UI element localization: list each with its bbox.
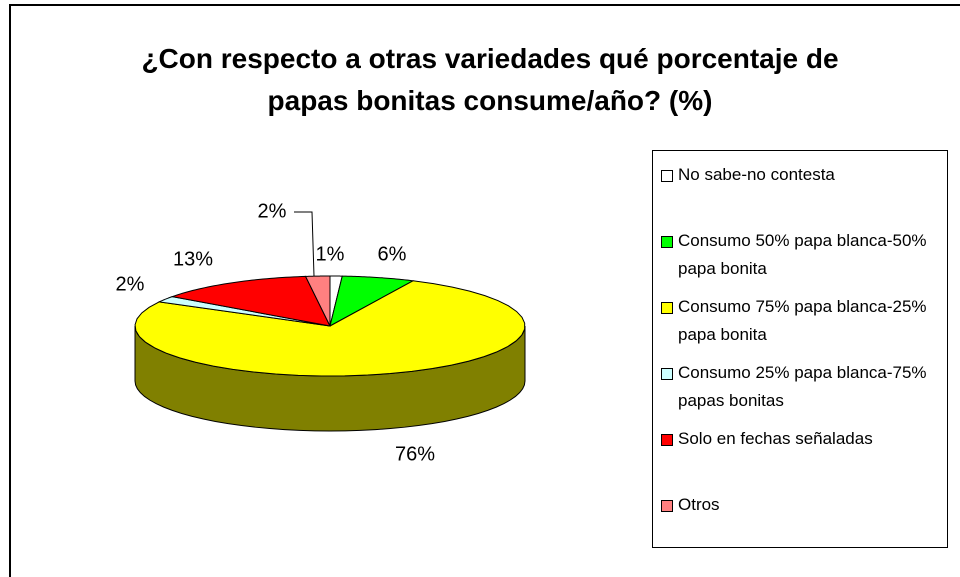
legend-label: No sabe-no contesta <box>678 165 835 184</box>
legend-item: Consumo 75% papa blanca-25% papa bonita <box>661 293 939 359</box>
pie-slice <box>157 296 331 327</box>
legend-swatch <box>661 368 673 380</box>
legend-label: Solo en fechas señaladas <box>678 429 873 448</box>
legend-item: Consumo 25% papa blanca-75% papas bonita… <box>661 359 939 425</box>
pie-slice <box>170 275 331 327</box>
chart-title: ¿Con respecto a otras variedades qué por… <box>141 43 839 116</box>
data-label: 6% <box>378 243 407 265</box>
data-label: 13% <box>173 248 213 270</box>
legend-item: Otros <box>661 491 939 557</box>
data-label: 2% <box>116 273 145 295</box>
legend-swatch <box>661 434 673 446</box>
legend-label: Consumo 25% papa blanca-75% papas bonita… <box>678 363 927 410</box>
legend-item: Consumo 50% papa blanca-50% papa bonita <box>661 227 939 293</box>
legend: No sabe-no contesta Consumo 50% papa blan… <box>652 150 948 548</box>
data-label: 1% <box>316 243 345 265</box>
chart-frame <box>9 4 960 577</box>
legend-label: Consumo 75% papa blanca-25% papa bonita <box>678 297 927 344</box>
legend-swatch <box>661 170 673 182</box>
data-label: 76% <box>395 443 435 465</box>
pie-slice <box>304 275 331 327</box>
data-label: 2% <box>258 200 287 222</box>
legend-swatch <box>661 236 673 248</box>
pie-slice <box>134 280 526 377</box>
legend-swatch <box>661 500 673 512</box>
legend-label: Otros <box>678 495 720 514</box>
legend-item: No sabe-no contesta <box>661 161 939 227</box>
pie-slice <box>329 275 415 327</box>
legend-swatch <box>661 302 673 314</box>
legend-item: Solo en fechas señaladas <box>661 425 939 491</box>
leader-line <box>294 211 315 277</box>
legend-label: Consumo 50% papa blanca-50% papa bonita <box>678 231 927 278</box>
